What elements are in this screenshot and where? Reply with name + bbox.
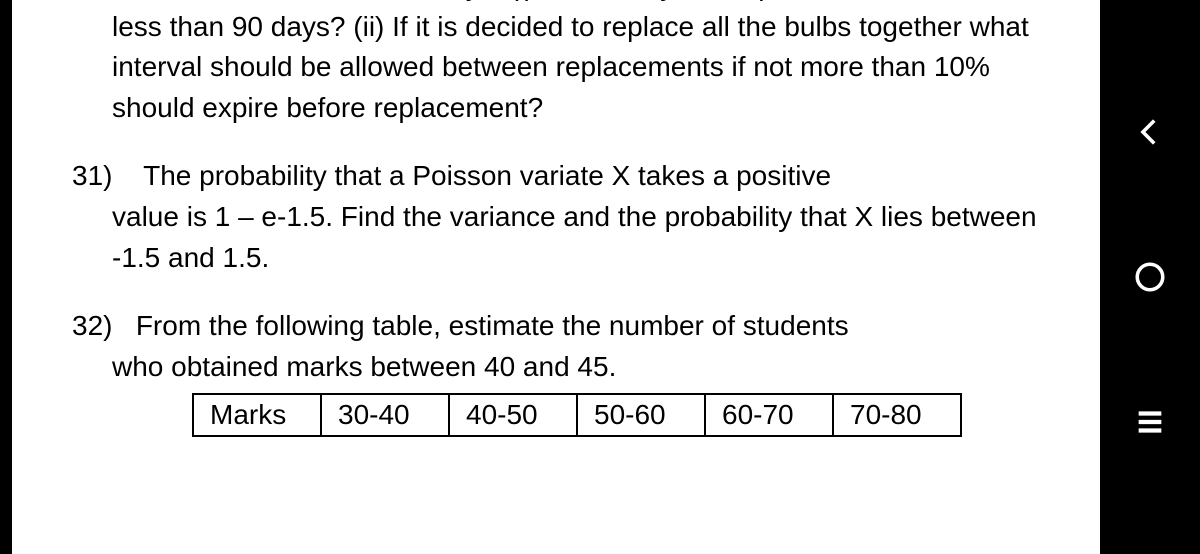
table-header-label: Marks (193, 394, 321, 436)
q30-continued-text: less than 90 days? (ii) If it is decided… (112, 7, 1080, 129)
table-col-2: 50-60 (577, 394, 705, 436)
question-32: 32) From the following table, estimate t… (72, 306, 1080, 437)
home-icon[interactable] (1133, 260, 1167, 294)
back-icon[interactable] (1133, 115, 1167, 149)
document-page: distributed with variance 400 days. (i) … (12, 0, 1100, 554)
q30-partial-top: distributed with variance 400 days. (i) … (72, 0, 1080, 7)
q31-line1: The probability that a Poisson variate X… (143, 160, 831, 191)
table-col-1: 40-50 (449, 394, 577, 436)
q31-number: 31) (72, 160, 112, 191)
table-col-4: 70-80 (833, 394, 961, 436)
q31-rest: value is 1 – e-1.5. Find the variance an… (112, 197, 1080, 278)
marks-table: Marks 30-40 40-50 50-60 60-70 70-80 (192, 393, 962, 437)
android-nav-bar (1100, 0, 1200, 554)
q32-line1: From the following table, estimate the n… (136, 310, 849, 341)
q32-number: 32) (72, 310, 112, 341)
table-col-3: 60-70 (705, 394, 833, 436)
question-31: 31) The probability that a Poisson varia… (72, 156, 1080, 278)
q32-rest: who obtained marks between 40 and 45. (112, 347, 1080, 388)
table-col-0: 30-40 (321, 394, 449, 436)
recent-icon[interactable] (1133, 405, 1167, 439)
table-row: Marks 30-40 40-50 50-60 60-70 70-80 (193, 394, 961, 436)
